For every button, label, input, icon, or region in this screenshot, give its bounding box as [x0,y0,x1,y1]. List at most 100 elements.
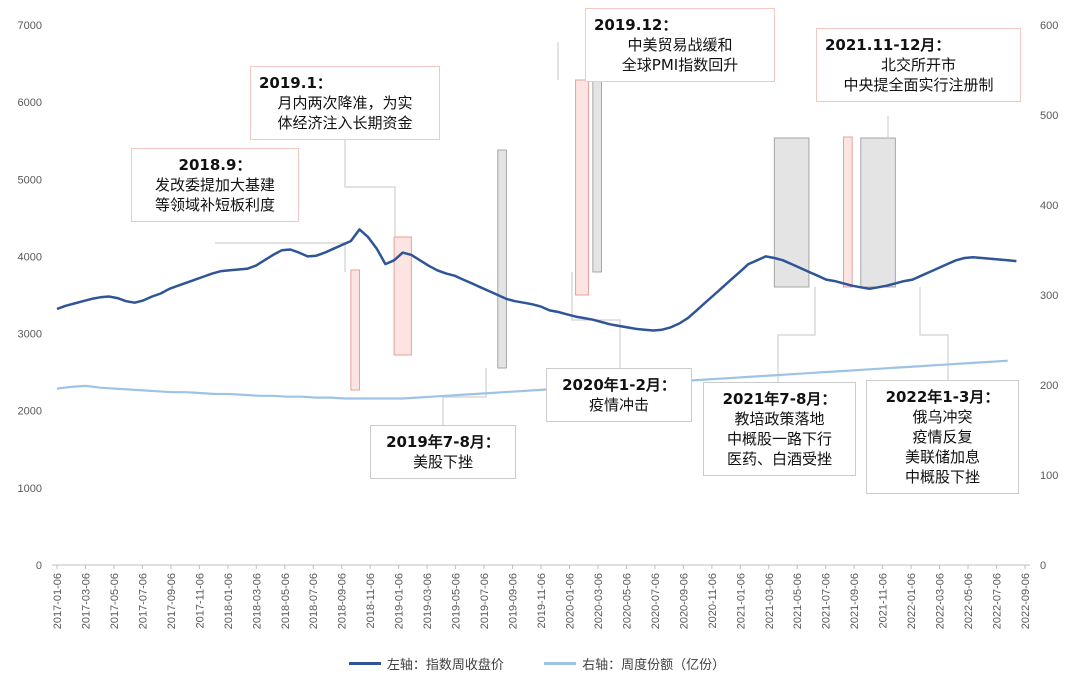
market-period-band [497,149,507,369]
series-line-index-close [56,228,1017,332]
legend: 左轴：指数周收盘价 右轴：周度份额（亿份） [0,654,1074,673]
x-tick-label: 2022-07-06 [992,573,1004,629]
annotation-connector [344,134,396,237]
x-tick-label: 2018-03-06 [251,573,263,629]
y-right-tick-label: 200 [1040,380,1058,392]
y-right-tick-label: 400 [1040,200,1058,212]
shaded-periods [350,74,896,391]
y-right-tick-label: 600 [1040,20,1058,32]
x-tick-label: 2022-03-06 [935,573,947,629]
y-right-tick-label: 100 [1040,470,1058,482]
annotation-line: 教培政策落地 [734,410,825,428]
annotation-line: 中概股下挫 [904,468,980,486]
market-period-band [773,137,810,288]
x-tick-label: 2021-11-06 [878,573,890,628]
legend-swatch [544,662,577,665]
annotation-line: 发改委提加大基建 [154,176,275,194]
annotation-2021-7: 2021年7-8月： 教培政策落地 中概股一路下行 医药、白酒受挫 [703,382,856,476]
legend-item: 右轴：周度份额（亿份） [544,654,725,673]
x-tick-label: 2020-09-06 [678,573,690,629]
x-tick-label: 2017-09-06 [166,573,178,629]
x-tick-label: 2021-03-06 [764,573,776,629]
x-tick-label: 2017-07-06 [137,573,149,629]
annotation-2019-1: 2019.1： 月内两次降准，为实 体经济注入长期资金 [250,66,440,140]
annotation-line: 中概股一路下行 [726,430,832,448]
axes: 0 1000 2000 3000 4000 5000 6000 7000 0 100 200 300 4… [18,20,1059,629]
annotation-line: 等领域补短板利度 [154,196,275,214]
market-period-band [860,137,896,288]
annotation-title: 2019.1： [259,74,332,92]
annotation-connector [919,287,949,380]
annotation-line: 中央提全面实行注册制 [843,76,994,94]
x-tick-label: 2018-11-06 [365,573,377,628]
x-tick-label: 2018-01-06 [223,573,235,629]
policy-period-band [350,269,361,391]
y-right-tick-label: 0 [1040,560,1046,572]
x-tick-label: 2020-11-06 [707,573,719,628]
annotation-line: 月内两次降准，为实 [277,94,413,112]
annotation-line: 北交所开市 [880,56,956,74]
annotation-title: 2018.9： [178,156,252,174]
annotation-2021-11: 2021.11-12月： 北交所开市 中央提全面实行注册制 [816,28,1021,102]
y-left-tick-label: 5000 [18,174,42,186]
y-right-tick-label: 500 [1040,110,1058,122]
y-left-tick-label: 6000 [18,97,42,109]
annotation-title: 2022年1-3月： [885,388,1000,406]
x-tick-label: 2018-07-06 [308,573,320,629]
policy-period-band [843,136,853,288]
x-tick-label: 2018-09-06 [337,573,349,629]
annotation-line: 中美贸易战缓和 [627,36,733,54]
x-tick-label: 2022-01-06 [906,573,918,629]
y-left-tick-label: 3000 [18,329,42,341]
annotation-2018-9: 2018.9： 发改委提加大基建 等领域补短板利度 [131,148,299,222]
y-right-tick-label: 300 [1040,290,1058,302]
policy-period-band [393,236,412,356]
x-tick-label: 2019-03-06 [422,573,434,629]
market-period-band [592,74,602,273]
x-tick-label: 2019-09-06 [508,573,520,629]
policy-period-band [575,79,590,296]
x-tick-label: 2017-11-06 [194,573,206,628]
annotation-title: 2021年7-8月： [722,390,837,408]
annotation-line: 全球PMI指数回升 [621,56,739,74]
x-tick-label: 2022-05-06 [963,573,975,629]
x-tick-label: 2020-05-06 [621,573,633,629]
x-tick-label: 2017-03-06 [80,573,92,629]
annotation-connector [777,287,816,382]
y-left-tick-label: 7000 [18,20,42,32]
annotation-2022-1: 2022年1-3月： 俄乌冲突 疫情反复 美联储加息 中概股下挫 [866,380,1019,494]
x-tick-label: 2019-01-06 [394,573,406,629]
series-line-weekly-share [56,359,1008,400]
x-tick-label: 2019-05-06 [451,573,463,629]
annotation-line: 疫情反复 [912,428,973,446]
chart-canvas: 0 1000 2000 3000 4000 5000 6000 7000 0 100 200 300 4… [18,20,1059,629]
x-tick-label: 2019-07-06 [479,573,491,629]
legend-item: 左轴：指数周收盘价 [348,654,504,673]
x-tick-label: 2017-01-06 [52,573,64,629]
y-left-tick-label: 4000 [18,251,42,263]
annotation-line: 俄乌冲突 [912,408,973,426]
x-tick-label: 2020-01-06 [564,573,576,629]
x-tick-label: 2018-05-06 [280,573,292,629]
annotation-line: 医药、白酒受挫 [726,450,832,468]
series-lines [56,228,1017,400]
annotation-line: 体经济注入长期资金 [277,114,413,132]
x-tick-label: 2017-05-06 [109,573,121,629]
annotation-connector [442,368,487,425]
x-tick-label: 2020-07-06 [650,573,662,629]
annotation-line: 疫情冲击 [588,396,649,414]
y-left-tick-label: 2000 [18,406,42,418]
y-left-tick-label: 0 [36,560,42,572]
annotation-connector [215,242,346,272]
y-left-tick-label: 1000 [18,483,42,495]
legend-swatch [348,662,381,665]
legend-label: 左轴：指数周收盘价 [386,658,504,673]
x-tick-label: 2021-05-06 [792,573,804,629]
annotation-line: 美股下挫 [412,453,473,471]
annotation-title: 2019.12： [594,16,678,34]
annotation-2019-7: 2019年7-8月： 美股下挫 [370,425,516,479]
annotation-line: 美联储加息 [904,448,980,466]
x-tick-label: 2020-03-06 [593,573,605,629]
annotation-title: 2020年1-2月： [562,376,676,394]
x-tick-label: 2019-11-06 [536,573,548,628]
